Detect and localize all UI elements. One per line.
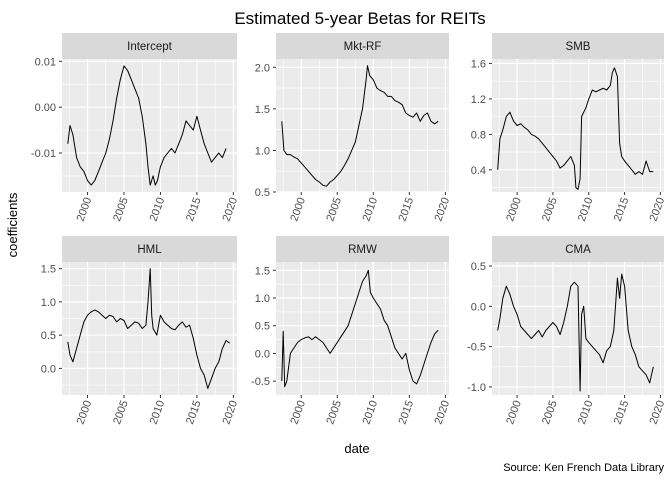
facet-strip-label: SMB bbox=[566, 41, 591, 53]
y-tick-label: -0.5 bbox=[467, 342, 486, 354]
y-tick-label: 1.6 bbox=[471, 58, 486, 70]
panel-background bbox=[62, 59, 237, 192]
caption: Source: Ken French Data Library bbox=[503, 462, 664, 474]
series-line bbox=[497, 273, 654, 392]
y-tick-label: 0.0 bbox=[41, 363, 56, 375]
facet-strip bbox=[492, 236, 664, 262]
y-tick-label: 0.0 bbox=[471, 301, 486, 313]
y-tick-label: 1.5 bbox=[255, 265, 270, 277]
series-line bbox=[281, 269, 439, 388]
y-tick-label: 1.5 bbox=[255, 104, 270, 116]
y-tick-label: 0.5 bbox=[255, 187, 270, 199]
series-line bbox=[67, 65, 227, 186]
y-tick-label: 1.0 bbox=[41, 297, 56, 309]
facet-strip-label: CMA bbox=[565, 244, 591, 256]
series-line bbox=[67, 268, 230, 389]
x-axis-title: date bbox=[344, 441, 369, 456]
y-tick-label: 2.0 bbox=[255, 62, 270, 74]
facet-strip bbox=[492, 33, 664, 59]
y-tick-label: -0.01 bbox=[31, 148, 56, 160]
y-tick-label: -0.5 bbox=[251, 376, 270, 388]
y-tick-label: 0.01 bbox=[35, 56, 56, 68]
panel-background bbox=[492, 262, 664, 395]
y-tick-label: 0.4 bbox=[471, 165, 486, 177]
y-tick-label: 0.00 bbox=[35, 102, 56, 114]
series-line bbox=[497, 67, 654, 190]
y-axis-title: coefficients bbox=[5, 192, 20, 257]
panel-background bbox=[276, 59, 449, 192]
y-tick-label: 1.5 bbox=[41, 264, 56, 276]
facet-strip-label: RMW bbox=[348, 244, 377, 256]
facet-strip-label: Intercept bbox=[127, 41, 173, 53]
facet-strip-label: Mkt-RF bbox=[344, 41, 382, 53]
facet-strip-label: HML bbox=[137, 244, 162, 256]
y-tick-label: 0.5 bbox=[41, 330, 56, 342]
y-tick-label: 0.5 bbox=[471, 261, 486, 273]
facet-strip bbox=[276, 236, 449, 262]
facet-strip bbox=[62, 236, 237, 262]
y-tick-label: 1.2 bbox=[471, 94, 486, 106]
y-tick-label: 0.8 bbox=[471, 129, 486, 141]
chart-title: Estimated 5-year Betas for REITs bbox=[234, 9, 485, 28]
y-tick-label: 1.0 bbox=[255, 145, 270, 157]
y-tick-label: 0.5 bbox=[255, 321, 270, 333]
facet-strip bbox=[62, 33, 237, 59]
facet-strip bbox=[276, 33, 449, 59]
y-tick-label: 0.0 bbox=[255, 348, 270, 360]
y-tick-label: -1.0 bbox=[467, 382, 486, 394]
y-tick-label: 1.0 bbox=[255, 293, 270, 305]
series-line bbox=[281, 65, 439, 187]
